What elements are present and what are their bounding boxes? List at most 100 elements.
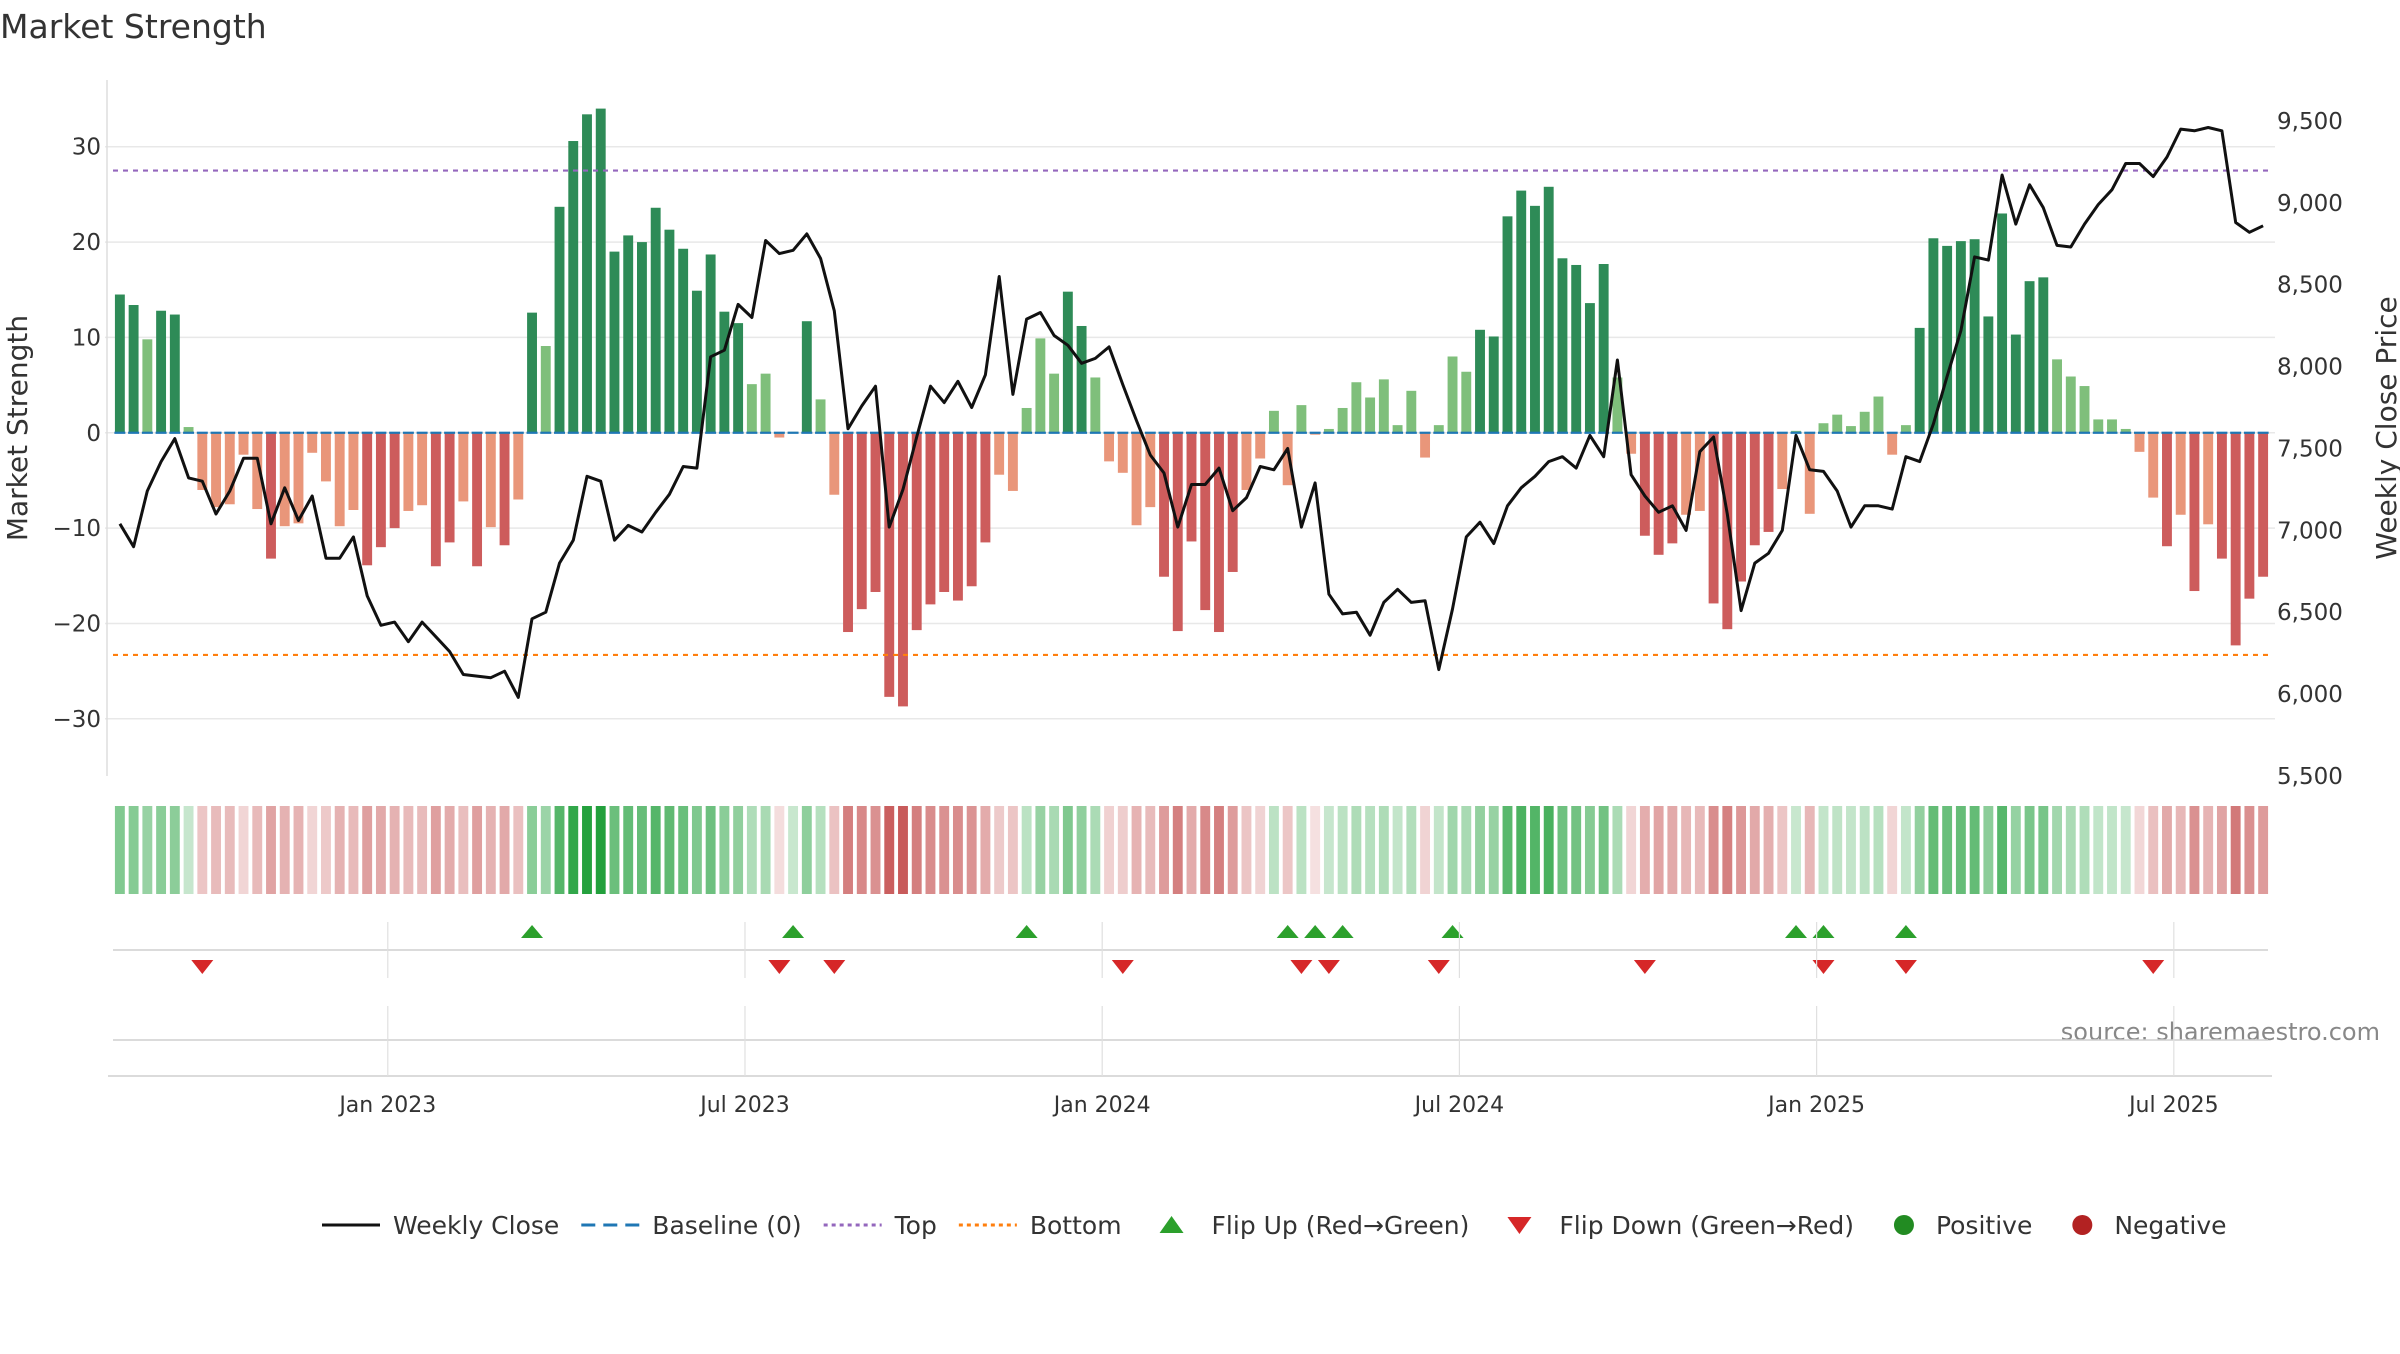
strength-bar xyxy=(2230,432,2241,646)
strip-cell xyxy=(2107,806,2117,894)
strength-heat-strip xyxy=(114,806,2269,894)
strip-cell xyxy=(238,806,249,894)
strength-bar xyxy=(623,235,634,433)
strip-cell xyxy=(1571,806,1582,894)
strength-bar xyxy=(1983,316,1994,433)
strength-bar xyxy=(1708,432,1719,604)
y2-tick-label: 5,500 xyxy=(2277,764,2343,790)
strength-bar xyxy=(2052,359,2062,433)
strip-cell xyxy=(1145,806,1156,894)
strength-bar xyxy=(444,432,455,543)
strength-bar xyxy=(856,432,867,610)
strength-bar xyxy=(348,432,359,510)
strength-bar xyxy=(1145,432,1156,508)
legend-item: Weekly Close xyxy=(322,1211,559,1240)
strength-bar xyxy=(1378,379,1389,433)
strip-cell xyxy=(2148,806,2159,894)
legend: Weekly Close Baseline (0) Top Bottom Flip Up… xyxy=(322,1211,2227,1240)
strip-cell xyxy=(1832,806,1843,894)
strength-bar xyxy=(733,323,744,433)
strip-cell xyxy=(334,806,345,894)
strip-cell xyxy=(540,806,551,894)
strength-bar xyxy=(128,305,139,433)
strip-cell xyxy=(417,806,428,894)
strip-cell xyxy=(1186,806,1197,894)
strip-cell xyxy=(980,806,991,894)
strip-cell xyxy=(266,806,276,894)
strip-cell xyxy=(1722,806,1733,894)
strip-cell xyxy=(1268,806,1279,894)
strength-bar xyxy=(1736,432,1747,582)
strip-cell xyxy=(1873,806,1884,894)
strip-cell xyxy=(1887,806,1898,894)
flip-up-marker xyxy=(1304,925,1327,938)
strip-cell xyxy=(1667,806,1678,894)
y-tick-label: 10 xyxy=(72,325,101,351)
strength-bar xyxy=(1900,425,1911,433)
strip-cell xyxy=(224,806,235,894)
strip-cell xyxy=(582,806,592,894)
strip-cell xyxy=(1598,806,1609,894)
strip-cell xyxy=(211,806,221,894)
strength-bar xyxy=(1323,428,1334,433)
strip-cell xyxy=(1007,806,1018,894)
strip-cell xyxy=(1626,806,1637,894)
strip-cell xyxy=(746,806,757,894)
strength-bar xyxy=(2216,432,2227,559)
y-tick-label: −30 xyxy=(52,707,101,733)
strength-bar xyxy=(1200,432,1211,611)
strength-bar xyxy=(2162,432,2172,547)
strength-bar xyxy=(650,207,661,433)
y2-tick-label: 7,000 xyxy=(2277,518,2343,544)
strength-bar xyxy=(1832,414,1843,433)
strip-cell xyxy=(1694,806,1705,894)
strip-cell xyxy=(1900,806,1911,894)
strip-cell xyxy=(1804,806,1815,894)
y-tick-label: −20 xyxy=(52,611,101,637)
strip-cell xyxy=(801,806,812,894)
strength-bar xyxy=(2258,432,2269,577)
strength-bar xyxy=(774,432,785,438)
strength-bar xyxy=(664,229,675,433)
strength-bar xyxy=(636,242,647,433)
strip-cell xyxy=(2024,806,2035,894)
strip-cell xyxy=(2175,806,2186,894)
strength-bar xyxy=(1942,245,1953,433)
strip-cell xyxy=(952,806,963,894)
strip-cell xyxy=(1447,806,1458,894)
strip-cell xyxy=(1763,806,1774,894)
strip-cell xyxy=(1365,806,1376,894)
strip-cell xyxy=(2230,806,2241,894)
strip-cell xyxy=(499,806,510,894)
strength-bar xyxy=(1392,425,1403,433)
strength-bar xyxy=(430,432,441,567)
strip-cell xyxy=(1200,806,1211,894)
strip-cell xyxy=(1241,806,1252,894)
strength-bar xyxy=(1447,356,1458,433)
strength-bar xyxy=(1530,205,1540,433)
strength-bar xyxy=(1282,432,1293,486)
flip-up-marker xyxy=(782,925,805,938)
strip-cell xyxy=(705,806,716,894)
strip-cell xyxy=(1584,806,1595,894)
strength-bar xyxy=(389,432,400,529)
strip-cell xyxy=(2065,806,2076,894)
strength-bar xyxy=(1873,396,1884,433)
flip-down-marker xyxy=(823,960,846,974)
strip-cell xyxy=(1131,806,1142,894)
strip-cell xyxy=(1475,806,1485,894)
strength-bar xyxy=(1749,432,1760,546)
strength-bar xyxy=(2244,432,2255,599)
strength-bar xyxy=(156,310,167,433)
strength-bar xyxy=(994,432,1005,475)
strength-bar xyxy=(746,384,757,433)
strength-bar xyxy=(1914,327,1925,433)
strength-bar xyxy=(527,312,537,433)
strip-cell xyxy=(444,806,455,894)
strip-cell xyxy=(183,806,194,894)
strength-bar xyxy=(1804,432,1815,514)
strength-bar xyxy=(1846,426,1856,433)
strength-bar xyxy=(1433,425,1444,433)
strength-bar xyxy=(1365,397,1376,433)
